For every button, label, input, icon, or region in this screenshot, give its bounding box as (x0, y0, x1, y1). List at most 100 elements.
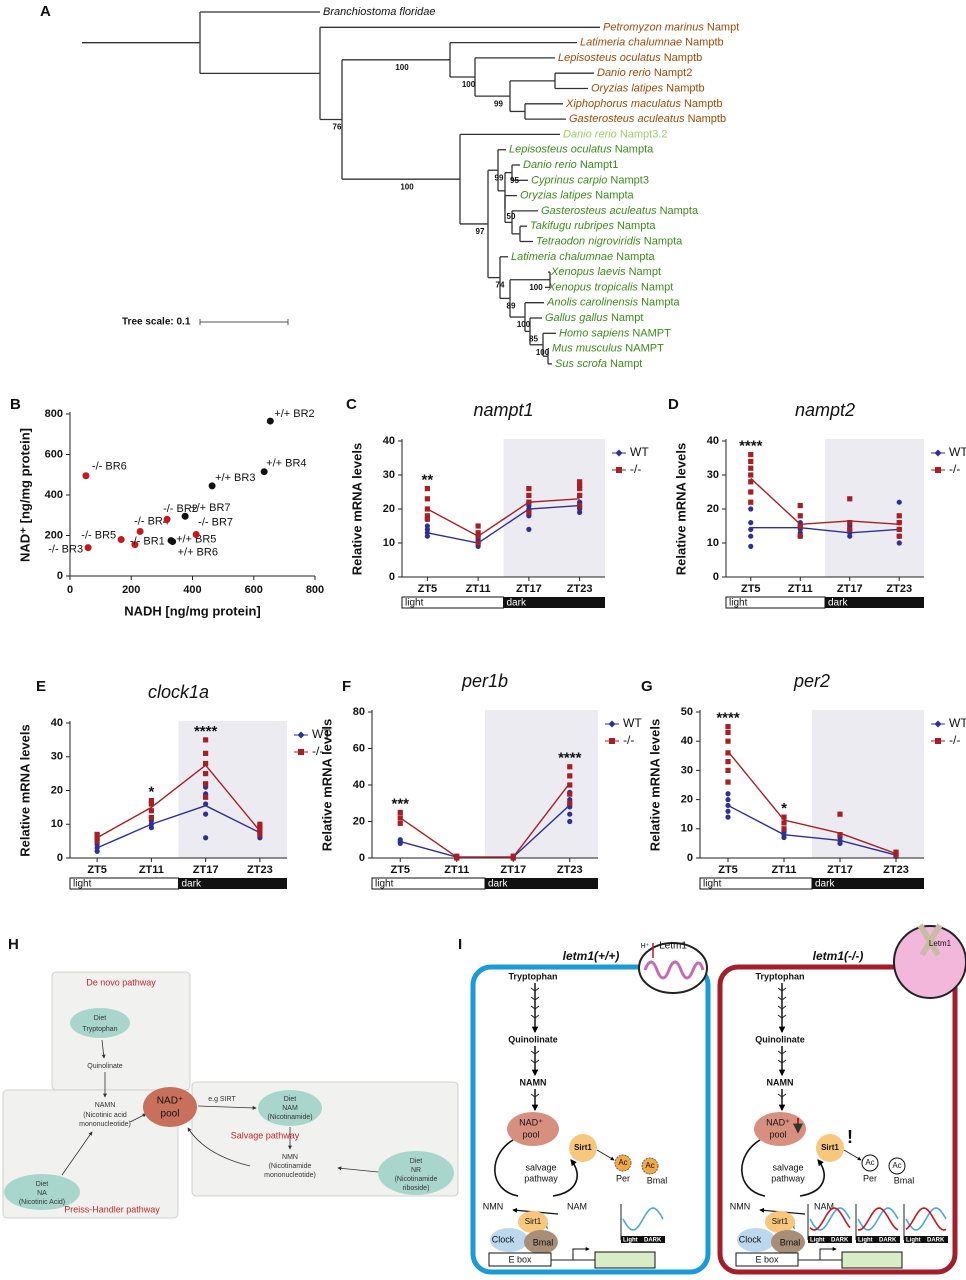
panel-label: A (40, 3, 51, 20)
point (748, 458, 754, 464)
point (725, 791, 731, 797)
leaf-label: Lepisosteus oculatus Namptb (558, 52, 702, 64)
point (748, 543, 754, 550)
point (896, 499, 902, 505)
mean-line (427, 504, 580, 544)
node-label: Ac (645, 1161, 654, 1170)
point (208, 482, 216, 490)
leaf-label: Tetraodon nigroviridis Nampta (536, 235, 683, 247)
dark-phase-shade (812, 710, 924, 858)
support-value: 95 (510, 176, 519, 185)
significance: **** (194, 723, 218, 740)
point (84, 544, 92, 552)
point (203, 750, 209, 756)
x-tick-label: ZT17 (193, 864, 219, 876)
leaf-label: Latimeria chalumnae Nampta (511, 251, 656, 263)
y-tick-label: 40 (383, 435, 395, 447)
point-label: -/- BR5 (81, 529, 116, 541)
point (797, 533, 803, 539)
node-label: E box (755, 1254, 779, 1264)
node-label: pathway (771, 1173, 805, 1183)
arrow (337, 1166, 379, 1173)
point (475, 540, 481, 546)
node-label: Letm1 (929, 939, 952, 948)
point (266, 417, 274, 425)
dark-bar (825, 597, 924, 608)
mean-line (750, 527, 900, 534)
node-label: Clock (739, 1234, 762, 1244)
point (203, 811, 209, 817)
leaf-label: Takifugu rubripes Nampta (530, 220, 656, 232)
gene-name: Namptb (685, 37, 724, 49)
chevron (530, 987, 540, 992)
node-label: (Nicotinic acid (83, 1112, 127, 1119)
node-label: H⁺ (641, 943, 650, 950)
node-label: Quinolinate (87, 1063, 123, 1070)
support-value: 74 (496, 281, 505, 290)
point (896, 540, 902, 546)
node-label: Bmal (647, 1175, 668, 1185)
y-tick-label: 10 (681, 823, 693, 835)
chevron (777, 987, 787, 992)
mean-line (727, 804, 897, 856)
point (397, 837, 403, 843)
phase-label: light (73, 879, 92, 890)
node-label: E box (508, 1254, 532, 1264)
node-label: Tryptophan (82, 1026, 117, 1033)
leaf-label: Sus scrofa Nampt (555, 358, 642, 370)
point (181, 512, 189, 520)
dark-bar (485, 878, 598, 889)
species-name: Oryzias latipes (520, 190, 593, 202)
point (725, 729, 731, 736)
support-value: 100 (517, 320, 531, 329)
x-tick-label: ZT23 (247, 864, 273, 876)
node-label: NAM (814, 1201, 834, 1211)
point (577, 482, 583, 488)
cycle-arrow (741, 1139, 825, 1197)
gene-name: Nampt (641, 281, 673, 293)
point (148, 808, 154, 814)
node-label: Sirt1 (574, 1143, 592, 1152)
rhythm-label: DARK (927, 1238, 945, 1244)
panel-label: E (36, 678, 46, 695)
point-label: -/- BR2 (163, 503, 198, 515)
point (577, 479, 583, 485)
legend-label: WT (312, 727, 331, 741)
chart-title: clock1a (148, 682, 209, 702)
panel-label: H (8, 936, 19, 953)
node-label: NAD⁺ (519, 1117, 543, 1127)
species-name: Mus musculus (552, 343, 623, 355)
mean-line (96, 764, 261, 839)
point (748, 520, 754, 526)
point (893, 849, 899, 855)
point-label: -/- BR7 (198, 516, 233, 528)
point (748, 465, 754, 471)
y-tick-label: 400 (45, 489, 63, 501)
rhythm-label: Light (906, 1238, 921, 1244)
chevron (530, 996, 540, 1001)
point (725, 759, 731, 765)
chart-title: per1b (461, 671, 508, 691)
leaf-label: Danio rerio Nampt2 (597, 67, 692, 79)
node-label: NAMN (95, 1102, 116, 1109)
node-label: Ac (618, 1158, 627, 1167)
gene (594, 1251, 656, 1269)
scale-label: Tree scale: 0.1 (122, 317, 191, 328)
gene-name: Nampt (610, 358, 642, 370)
mean-line (96, 804, 261, 849)
y-tick-label: 20 (707, 503, 719, 515)
diet-node (70, 1008, 130, 1038)
point (847, 496, 853, 502)
point (424, 516, 430, 522)
panel-label: I (458, 936, 462, 953)
rhythm-label: DARK (879, 1238, 897, 1244)
significance: **** (716, 710, 740, 727)
arrow (197, 1105, 257, 1110)
y-tick-label: 20 (51, 784, 63, 796)
gene-name: Nampt (611, 312, 643, 324)
y-tick-label: 0 (713, 571, 719, 583)
acetyl (641, 1157, 659, 1175)
node-label: mononucleotide) (264, 1172, 316, 1179)
chevron (777, 996, 787, 1001)
species-name: Cyprinus carpio (531, 174, 607, 186)
